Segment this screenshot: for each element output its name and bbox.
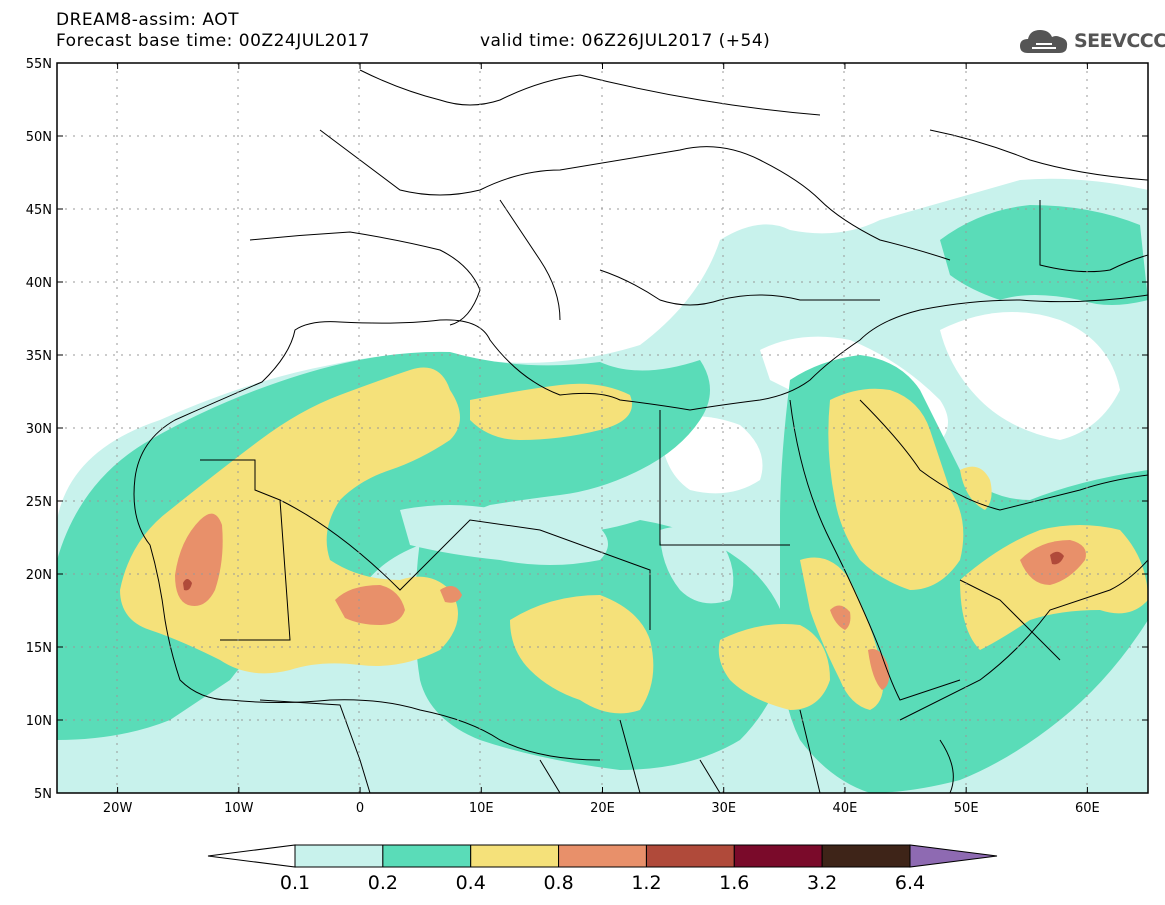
lon-label: 0 <box>356 801 364 816</box>
lat-label: 10N <box>26 714 52 729</box>
lon-label: 20E <box>590 801 615 816</box>
lat-label: 25N <box>26 495 52 510</box>
aot-field <box>57 63 1148 793</box>
lon-label: 50E <box>954 801 979 816</box>
country-borders <box>133 69 1148 793</box>
latitude-axis: 55N 50N 45N 40N 35N 30N 25N 20N 15N 10N 5N <box>26 57 1148 802</box>
colorbar-label: 0.1 <box>280 872 310 894</box>
colorbar-label: 1.6 <box>719 872 749 894</box>
lon-label: 30E <box>711 801 736 816</box>
colorbar: 0.1 0.2 0.4 0.8 1.2 1.6 3.2 6.4 <box>207 844 998 894</box>
forecast-base-time: Forecast base time: 00Z24JUL2017 <box>56 31 370 51</box>
lon-label: 20W <box>103 801 133 816</box>
colorbar-label: 0.8 <box>543 872 573 894</box>
colorbar-label: 1.2 <box>631 872 661 894</box>
lat-label: 15N <box>26 641 52 656</box>
aot-level-1.2 <box>183 551 1064 591</box>
lon-label: 60E <box>1075 801 1100 816</box>
lon-label: 40E <box>833 801 858 816</box>
colorbar-segment <box>382 844 472 868</box>
chart-title: DREAM8-assim: AOT <box>56 10 240 30</box>
colorbar-segment <box>470 844 560 868</box>
aot-level-0.8 <box>175 513 1086 690</box>
colorbar-segment <box>558 844 647 868</box>
cloud-icon <box>1020 30 1068 53</box>
lon-label: 10E <box>469 801 494 816</box>
colorbar-min-triangle <box>207 844 296 868</box>
lon-label: 10W <box>224 801 254 816</box>
lat-label: 20N <box>26 568 52 583</box>
colorbar-label: 3.2 <box>807 872 837 894</box>
colorbar-label: 0.4 <box>456 872 486 894</box>
colorbar-max-triangle <box>909 844 998 868</box>
colorbar-segment <box>821 844 911 868</box>
longitude-axis: 20W 10W 0 10E 20E 30E 40E 50E 60E <box>103 63 1100 816</box>
colorbar-label: 6.4 <box>895 872 925 894</box>
valid-time: valid time: 06Z26JUL2017 (+54) <box>480 31 771 51</box>
lat-label: 35N <box>26 349 52 364</box>
lat-label: 55N <box>26 57 52 72</box>
lat-label: 50N <box>26 130 52 145</box>
colorbar-segment <box>294 844 384 868</box>
colorbar-segment <box>733 844 823 868</box>
seevccc-logo: SEEVCCC <box>1018 26 1165 56</box>
lat-label: 5N <box>34 787 52 802</box>
lat-label: 45N <box>26 203 52 218</box>
graticule <box>57 63 1148 793</box>
logo-text: SEEVCCC <box>1074 30 1165 52</box>
lat-label: 30N <box>26 422 52 437</box>
lat-label: 40N <box>26 276 52 291</box>
colorbar-label: 0.2 <box>368 872 398 894</box>
colorbar-segment <box>645 844 735 868</box>
